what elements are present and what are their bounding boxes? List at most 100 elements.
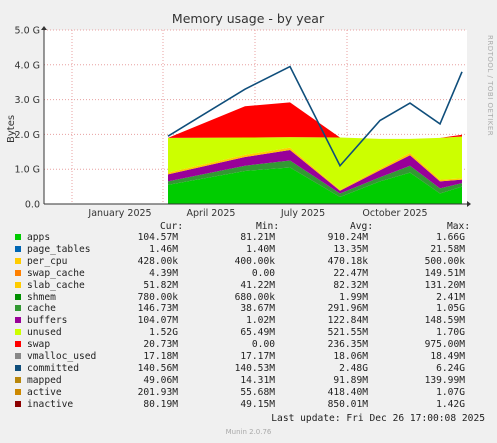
legend-label: inactive (27, 398, 74, 410)
legend-min-value: 0.00 (251, 339, 275, 351)
legend-max-value: 500.00k (424, 255, 465, 267)
legend-cur-value: 1.46M (149, 243, 178, 255)
legend-row-apps: apps 104.57M 81.21M 910.24M 1.66G (0, 232, 497, 244)
legend-label: per_cpu (27, 255, 68, 267)
legend-max-value: 139.99M (424, 374, 465, 386)
legend-max-value: 1.70G (436, 327, 465, 339)
legend-label: committed (27, 362, 79, 374)
y-tick-label: 0.0 (25, 200, 40, 211)
legend-max-value: 1.05G (436, 303, 465, 315)
area-buffers (168, 150, 462, 194)
legend-cur-value: 17.18M (143, 351, 178, 362)
last-update: Last update: Fri Dec 26 17:00:08 2025 (271, 413, 485, 424)
legend-label: shmem (27, 291, 56, 303)
y-tick-label: 4.0 G (15, 60, 41, 71)
x-tick-label: January 2025 (87, 208, 151, 219)
legend-row-per_cpu: per_cpu 428.00k 400.00k 470.18k 500.00k (0, 256, 497, 268)
legend-label: vmalloc_used (27, 351, 97, 362)
legend-swatch (15, 305, 21, 312)
legend-swatch (15, 269, 21, 276)
legend-label: cache (27, 303, 56, 315)
legend-min-value: 81.21M (240, 232, 275, 243)
legend-label: unused (27, 327, 62, 339)
chart-title: Memory usage - by year (172, 11, 325, 26)
y-tick-label: 3.0 G (15, 95, 41, 106)
y-tick-label: 1.0 G (15, 165, 41, 176)
legend-avg-value: 910.24M (327, 232, 368, 243)
legend-cur-value: 1.52G (149, 327, 178, 339)
legend-avg-value: 91.89M (333, 374, 368, 386)
legend-min-value: 1.02M (246, 315, 275, 327)
legend-row-buffers: buffers 104.07M 1.02M 122.84M 148.59M (0, 315, 497, 327)
legend-swatch (15, 245, 21, 252)
legend-swatch (15, 317, 21, 324)
legend-max-value: 2.41M (436, 291, 465, 303)
legend-avg-value: 22.47M (333, 267, 368, 279)
legend-row-committed: committed 140.56M 140.53M 2.48G 6.24G (0, 363, 497, 375)
y-tick-label: 5.0 G (15, 26, 41, 37)
munin-version: Munin 2.0.76 (225, 428, 272, 436)
col-avg-header: Avg: (350, 221, 374, 232)
y-axis-arrow (41, 26, 47, 30)
legend-avg-value: 850.01M (327, 398, 368, 410)
legend-avg-value: 521.55M (327, 327, 368, 339)
legend-row-page_tables: page_tables 1.46M 1.40M 13.35M 21.58M (0, 244, 497, 256)
legend-swatch (15, 341, 21, 348)
legend-swatch (15, 234, 21, 240)
legend-max-value: 18.49M (430, 351, 465, 362)
legend-max-value: 21.58M (430, 243, 465, 255)
legend-avg-value: 122.84M (327, 315, 368, 327)
legend-min-value: 65.49M (240, 327, 275, 339)
legend-cur-value: 49.06M (143, 374, 178, 386)
legend-avg-value: 291.96M (327, 303, 368, 315)
legend-row-swap_cache: swap_cache 4.39M 0.00 22.47M 149.51M (0, 268, 497, 280)
legend-cur-value: 104.07M (137, 315, 178, 327)
legend-swatch (15, 293, 21, 300)
legend-swatch (15, 329, 21, 336)
area-swap (168, 102, 462, 139)
legend-row-vmalloc_used: vmalloc_used 17.18M 17.17M 18.06M 18.49M (0, 351, 497, 363)
legend-swatch (15, 400, 21, 407)
legend-row-shmem: shmem 780.00k 680.00k 1.99M 2.41M (0, 292, 497, 304)
legend-swatch (15, 388, 21, 395)
x-tick-label: April 2025 (187, 208, 236, 219)
legend-avg-value: 418.40M (327, 386, 368, 398)
legend-swatch (15, 257, 21, 264)
area-slab_cache (168, 147, 462, 191)
legend-swatch (15, 376, 21, 383)
legend-min-value: 1.40M (246, 243, 275, 255)
legend-cur-value: 104.57M (137, 232, 178, 243)
col-min-header: Min: (256, 221, 280, 232)
legend-cur-value: 80.19M (143, 398, 178, 410)
legend-cur-value: 428.00k (137, 255, 178, 267)
legend-min-value: 400.00k (234, 255, 275, 267)
legend-max-value: 6.24G (436, 362, 465, 374)
legend-max-value: 1.07G (436, 386, 465, 398)
legend-swatch (15, 281, 21, 288)
legend-cur-value: 51.82M (143, 279, 178, 291)
legend-cur-value: 4.39M (149, 267, 178, 279)
legend-cur-value: 140.56M (137, 362, 178, 374)
legend-label: active (27, 386, 62, 398)
y-axis-label: Bytes (6, 115, 17, 143)
legend-cur-value: 146.73M (137, 303, 178, 315)
legend-label: swap_cache (27, 267, 85, 279)
line-committed (167, 65, 463, 168)
legend-row-unused: unused 1.52G 65.49M 521.55M 1.70G (0, 327, 497, 339)
legend-cur-value: 780.00k (137, 291, 178, 303)
legend-avg-value: 2.48G (339, 362, 368, 374)
x-tick-label: October 2025 (362, 208, 427, 219)
legend-row-cache: cache 146.73M 38.67M 291.96M 1.05G (0, 303, 497, 315)
legend-label: slab_cache (27, 279, 85, 291)
legend-avg-value: 470.18k (327, 255, 368, 267)
legend-label: apps (27, 232, 51, 243)
legend-max-value: 975.00M (424, 339, 465, 351)
x-axis-arrow (467, 201, 471, 207)
area-cache (168, 160, 462, 198)
legend-avg-value: 236.35M (327, 339, 368, 351)
legend-max-value: 1.66G (436, 232, 465, 243)
legend-max-value: 1.42G (436, 398, 465, 410)
legend-max-value: 148.59M (424, 315, 465, 327)
legend-label: swap (27, 339, 51, 351)
legend-cur-value: 201.93M (137, 386, 178, 398)
